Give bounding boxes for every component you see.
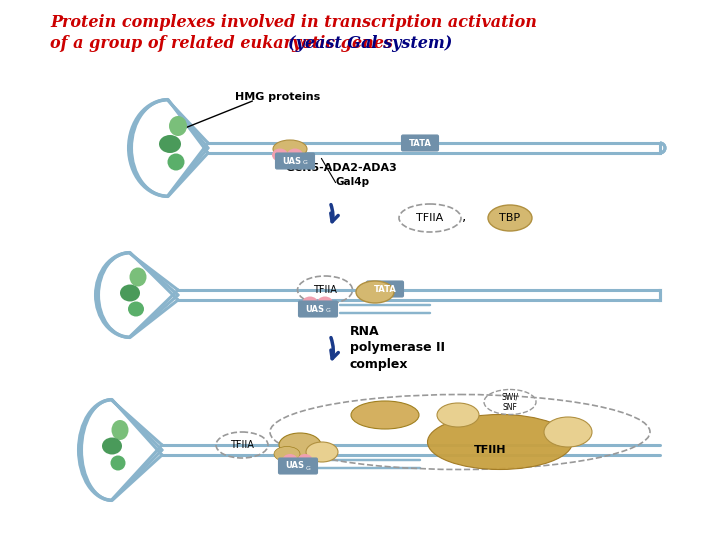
Text: G: G	[325, 308, 330, 314]
Text: TFIIA: TFIIA	[416, 213, 444, 223]
Text: TBP: TBP	[500, 213, 521, 223]
Text: UAS: UAS	[286, 462, 305, 470]
Text: UAS: UAS	[305, 305, 325, 314]
Text: TATA: TATA	[374, 285, 397, 294]
FancyBboxPatch shape	[276, 153, 315, 169]
Text: SWI/
SNF: SWI/ SNF	[501, 392, 518, 411]
Text: G: G	[302, 160, 307, 165]
Ellipse shape	[488, 205, 532, 231]
Text: ,: ,	[462, 209, 466, 223]
Text: UAS: UAS	[282, 157, 302, 165]
Text: G: G	[305, 465, 310, 470]
Text: TFIIH: TFIIH	[474, 445, 506, 455]
Text: HMG proteins: HMG proteins	[235, 92, 320, 102]
Text: TBP: TBP	[314, 448, 330, 456]
Ellipse shape	[274, 447, 300, 462]
Ellipse shape	[356, 281, 394, 303]
Ellipse shape	[302, 296, 318, 309]
Text: TFIIA: TFIIA	[230, 440, 254, 450]
Text: RNA
polymerase II
complex: RNA polymerase II complex	[350, 325, 445, 371]
Ellipse shape	[428, 415, 572, 469]
Text: of a group of related eukaryotic genes: of a group of related eukaryotic genes	[50, 35, 398, 52]
Ellipse shape	[102, 437, 122, 455]
Ellipse shape	[120, 285, 140, 301]
Ellipse shape	[168, 153, 184, 171]
Text: TFIIB: TFIIB	[283, 436, 305, 446]
FancyBboxPatch shape	[366, 281, 403, 297]
Text: GCN5-ADA2-ADA3: GCN5-ADA2-ADA3	[285, 163, 397, 173]
Ellipse shape	[297, 454, 312, 466]
Ellipse shape	[273, 140, 307, 158]
Ellipse shape	[279, 433, 321, 457]
Ellipse shape	[544, 417, 592, 447]
FancyBboxPatch shape	[402, 135, 438, 151]
Text: TBP: TBP	[366, 287, 384, 297]
Text: (yeast Gal system): (yeast Gal system)	[288, 35, 452, 52]
FancyBboxPatch shape	[299, 301, 338, 317]
Text: Mediator: Mediator	[364, 410, 407, 420]
Text: Gal4p: Gal4p	[335, 177, 369, 187]
FancyBboxPatch shape	[279, 458, 318, 474]
Ellipse shape	[287, 148, 303, 161]
Ellipse shape	[112, 420, 128, 440]
Text: TATA: TATA	[408, 138, 431, 147]
Ellipse shape	[110, 456, 125, 470]
Ellipse shape	[128, 301, 144, 316]
Ellipse shape	[130, 267, 146, 287]
Ellipse shape	[306, 442, 338, 462]
Text: Protein complexes involved in transcription activation: Protein complexes involved in transcript…	[50, 14, 537, 31]
Text: TFIIE: TFIIE	[557, 427, 580, 437]
Ellipse shape	[317, 296, 333, 309]
Ellipse shape	[272, 148, 288, 161]
Ellipse shape	[351, 401, 419, 429]
Ellipse shape	[159, 135, 181, 153]
Ellipse shape	[169, 116, 187, 136]
Text: TFIIA: TFIIA	[313, 285, 337, 295]
Ellipse shape	[282, 454, 297, 466]
Text: TFIIF: TFIIF	[446, 410, 469, 420]
Ellipse shape	[437, 403, 479, 427]
